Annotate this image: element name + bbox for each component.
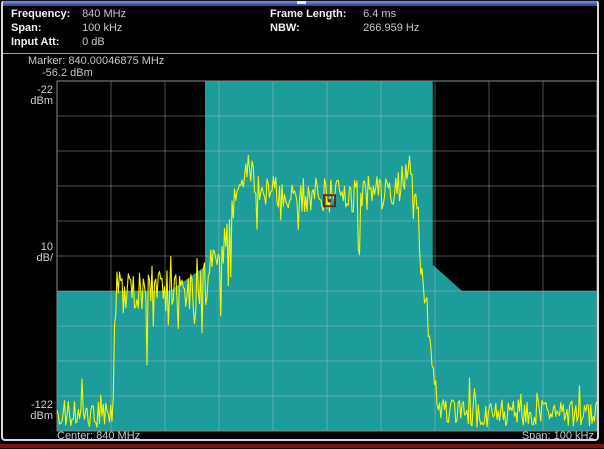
nbw-value: 266.959 Hz — [363, 22, 420, 34]
frame-length-label: Frame Length: — [270, 8, 347, 20]
span-row: Span: 100 kHz — [11, 21, 126, 35]
settings-left-column: Frequency: 840 MHz Span: 100 kHz Input A… — [11, 7, 126, 49]
marker-frequency: 840.00046875 MHz — [68, 55, 165, 67]
frame-length-row: Frame Length: 6.4 ms — [270, 7, 419, 21]
marker-indicator[interactable] — [323, 194, 336, 208]
marker-label: Marker: — [28, 55, 66, 67]
frequency-label: Frequency: — [11, 8, 71, 20]
top-strip-tick — [297, 1, 306, 4]
yaxis-ref-value: -22 — [37, 84, 53, 96]
settings-right-column: Frame Length: 6.4 ms NBW: 266.959 Hz — [270, 7, 419, 35]
input-att-value: 0 dB — [82, 36, 105, 48]
yaxis-bottom-level: -122 dBm — [3, 400, 53, 422]
yaxis-ref-level: -22 dBm — [3, 85, 53, 107]
settings-divider — [3, 53, 597, 54]
span-value: 100 kHz — [82, 22, 123, 34]
nbw-label: NBW: — [270, 22, 300, 34]
span-label: Span: — [11, 22, 42, 34]
marker-box[interactable] — [323, 194, 336, 208]
frame-length-value: 6.4 ms — [363, 8, 397, 20]
input-att-label: Input Att: — [11, 36, 60, 48]
span-annotation: Span: 100 kHz — [521, 430, 594, 441]
yaxis-scale-unit: dB/ — [36, 252, 53, 264]
marker-readout: Marker: 840.00046875 MHz -56.2 dBm — [28, 55, 164, 79]
nbw-row: NBW: 266.959 Hz — [270, 21, 419, 35]
spectrum-plot[interactable] — [3, 1, 599, 438]
bottom-red-strip — [0, 444, 604, 448]
marker-amplitude: -56.2 dBm — [42, 67, 93, 79]
yaxis-ref-unit: dBm — [30, 95, 53, 107]
frequency-value: 840 MHz — [82, 8, 127, 20]
screen-frame: Frequency: 840 MHz Span: 100 kHz Input A… — [1, 0, 599, 441]
frequency-row: Frequency: 840 MHz — [11, 7, 126, 21]
plot-border — [56, 80, 597, 432]
yaxis-bottom-unit: dBm — [30, 410, 53, 422]
yaxis-scale: 10 dB/ — [3, 242, 53, 264]
top-edge-strip — [3, 1, 597, 6]
center-frequency-annotation: Center: 840 MHz — [57, 430, 141, 441]
input-att-row: Input Att: 0 dB — [11, 35, 126, 49]
marker-dot — [328, 199, 331, 203]
yaxis-scale-value: 10 — [40, 241, 53, 253]
marker-frequency-line: Marker: 840.00046875 MHz — [28, 55, 164, 67]
spectrum-trace — [56, 155, 597, 428]
yaxis-bottom-value: -122 — [30, 399, 53, 411]
sem-mask-region — [57, 81, 597, 431]
